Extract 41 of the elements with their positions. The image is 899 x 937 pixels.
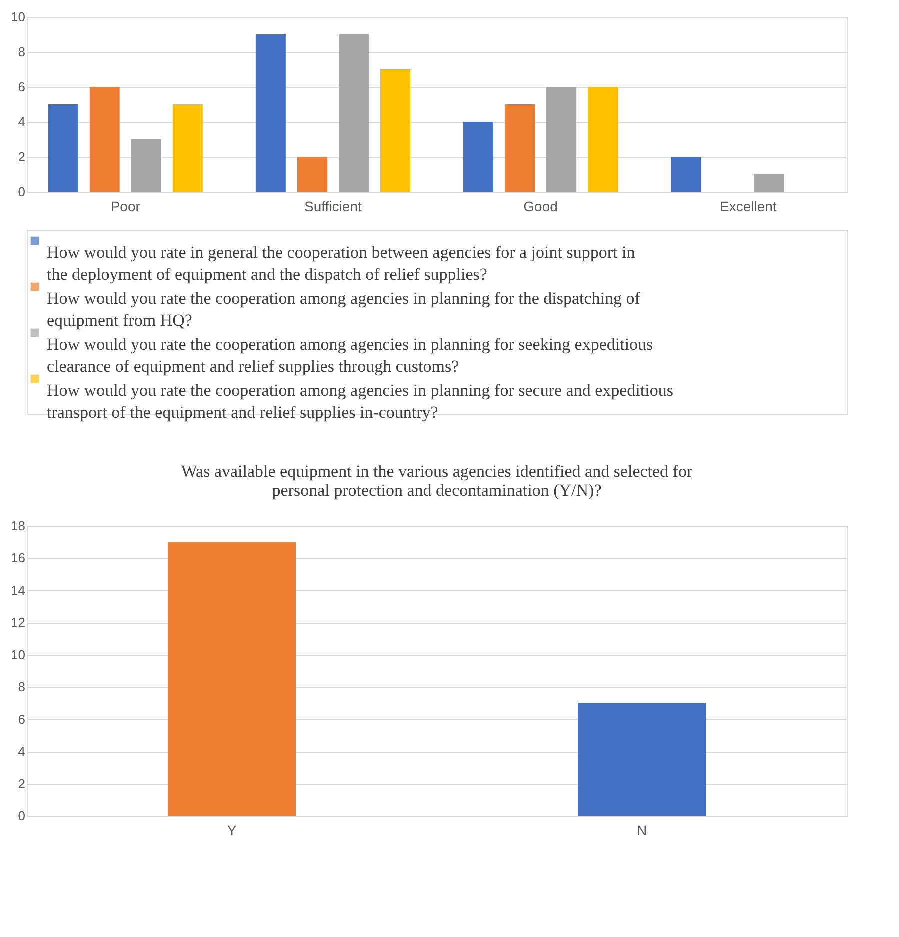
bar	[48, 104, 78, 192]
y-tick-label: 8	[18, 680, 26, 695]
y-tick-label: 2	[18, 776, 26, 792]
y-tick-label: 6	[18, 80, 26, 94]
bar	[671, 157, 702, 192]
x-tick-label: Y	[227, 822, 238, 838]
legend-label: How would you rate the cooperation among agencies in planning for the dispatching of equipment from HQ?	[47, 289, 641, 330]
y-tick-label: 4	[18, 744, 26, 760]
y-tick-label: 0	[18, 808, 26, 824]
x-tick-label: Poor	[110, 198, 141, 214]
bar	[464, 122, 494, 192]
chart-title: Was available equipment in the various agencies identified and selected for personal protection and decontamination (Y/N)?	[181, 462, 693, 500]
x-tick-label: N	[636, 822, 648, 838]
bar	[754, 174, 784, 192]
y-tick-label: 10	[11, 647, 26, 662]
y-tick-label: 6	[18, 712, 26, 727]
bar	[588, 87, 618, 192]
bar	[546, 87, 577, 192]
y-tick-label: 16	[11, 550, 26, 566]
y-tick-label: 8	[18, 44, 26, 60]
bar	[297, 157, 328, 192]
x-tick-label: Sufficient	[304, 198, 362, 214]
x-tick-label: Excellent	[720, 198, 777, 214]
legend-label: How would you rate the cooperation among agencies in planning for seeking expeditious clearance of equipment and relief supplies through customs?	[47, 335, 654, 376]
x-tick-label: Good	[524, 198, 558, 214]
bar	[338, 34, 369, 192]
y-tick-label: 10	[11, 10, 26, 24]
bar	[172, 104, 203, 192]
bar	[380, 70, 410, 192]
y-tick-label: 0	[18, 184, 26, 200]
y-tick-label: 18	[11, 518, 26, 534]
legend-label: How would you rate in general the cooperation between agencies for a joint support in the deployment of equipment and the dispatch of relief supplies?	[47, 243, 636, 284]
legend-label: How would you rate the cooperation among agencies in planning for secure and expeditious transport of the equipment and relief supplies in-country?	[47, 381, 674, 422]
bar	[505, 104, 536, 192]
bar	[131, 140, 162, 192]
y-tick-label: 4	[18, 114, 26, 130]
bar	[256, 34, 286, 192]
y-tick-label: 14	[11, 582, 26, 598]
bar	[90, 87, 120, 192]
y-tick-label: 12	[11, 615, 26, 630]
y-tick-label: 2	[18, 150, 26, 164]
